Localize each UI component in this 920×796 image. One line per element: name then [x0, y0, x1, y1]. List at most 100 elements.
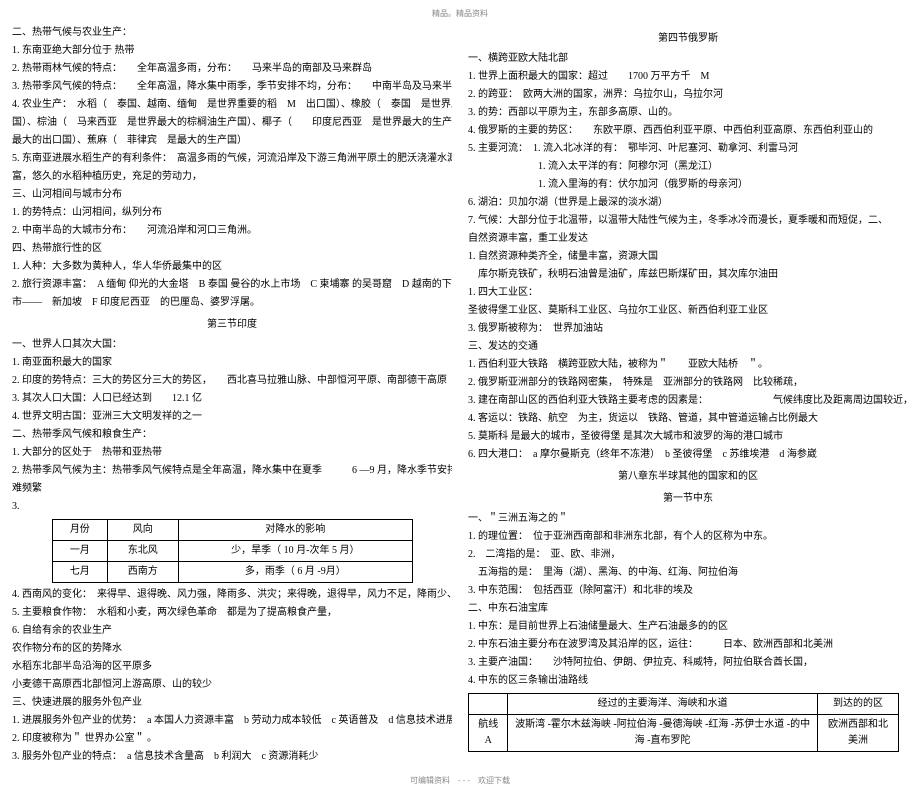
two-column-layout: 二、热带气候与农业生产： 1. 东南亚绝大部分位于 热带 2. 热带雨林气候的特… [12, 25, 908, 767]
section-title-india: 第三节印度 [12, 317, 452, 333]
body-text: 1. 西伯利亚大铁路 横跨亚欧大陆，被称为＂ 亚欧大陆桥 ＂。 [468, 357, 908, 373]
body-text: 1. 南亚面积最大的国家 [12, 355, 452, 371]
body-text: 农作物分布的区的势降水 [12, 641, 452, 657]
table-row: 航线 A 波斯湾 -霍尔木兹海峡 -阿拉伯海 -曼德海峡 -红海 -苏伊士水道 … [469, 714, 899, 751]
body-text: 1. 人种：大多数为黄种人，华人华侨最集中的区 [12, 259, 452, 275]
body-text: 4. 世界文明古国：亚洲三大文明发祥的之一 [12, 409, 452, 425]
section-title-russia: 第四节俄罗斯 [468, 31, 908, 47]
table-cell [469, 693, 508, 714]
body-text: 圣彼得堡工业区、莫斯科工业区、乌拉尔工业区、新西伯利亚工业区 [468, 303, 908, 319]
section-heading: 四、热带旅行性的区 [12, 241, 452, 257]
body-text: 1. 大部分的区处于 热带和亚热带 [12, 445, 452, 461]
body-text: 3. 中东范围： 包括西亚（除阿富汗）和北非的埃及 [468, 583, 908, 599]
body-text: 3. 主要产油国： 沙特阿拉伯、伊朗、伊拉克、科威特，阿拉伯联合酋长国， [468, 655, 908, 671]
right-column: 第四节俄罗斯 一、横跨亚欧大陆北部 1. 世界上面积最大的国家：超过 1700 … [468, 25, 908, 767]
table-cell: 对降水的影响 [178, 519, 412, 540]
body-text: 4. 西南风的变化： 来得早、退得晚、风力强，降雨多、洪灾；来得晚，退得早，风力… [12, 587, 452, 603]
body-text: 2. 中东石油主要分布在波罗湾及其沿岸的区，运往： 日本、欧洲西部和北美洲 [468, 637, 908, 653]
table-row: 七月 西南方 多，雨季（ 6 月 -9月） [53, 561, 413, 582]
body-text: 3. 建在南部山区的西伯利亚大铁路主要考虑的因素是： 气候纬度比及距离周边国较近… [468, 393, 908, 409]
body-text: 2. 俄罗斯亚洲部分的铁路网密集， 特殊是 亚洲部分的铁路网 比较稀疏， [468, 375, 908, 391]
body-text: 五海指的是： 里海（湖）、黑海、的中海、红海、阿拉伯海 [468, 565, 908, 581]
body-text: 1. 中东：是目前世界上石油储量最大、生产石油最多的的区 [468, 619, 908, 635]
body-text: 1. 流入太平洋的有：阿穆尔河（黑龙江） [468, 159, 908, 175]
body-text: 水稻东北部半岛沿海的区平原多 [12, 659, 452, 675]
body-text: 3. 俄罗斯被称为： 世界加油站 [468, 321, 908, 337]
body-text: 2. 印度的势特点：三大的势区分三大的势区， 西北喜马拉雅山脉、中部恒河平原、南… [12, 373, 452, 389]
table-cell: 欧洲西部和北美洲 [817, 714, 898, 751]
body-text: 6. 自给有余的农业生产 [12, 623, 452, 639]
body-text: 1. 自然资源种类齐全，储量丰富，资源大国 [468, 249, 908, 265]
body-text: 市—— 新加坡 F 印度尼西亚 的巴厘岛、婆罗浮屠。 [12, 295, 452, 311]
section-heading: 一、世界人口其次大国： [12, 337, 452, 353]
body-text: 4. 客运以：铁路、航空 为主，货运以 铁路、管道，其中管道运输占比例最大 [468, 411, 908, 427]
body-text: 1. 的理位置： 位于亚洲西南部和非洲东北部，有个人的区称为中东。 [468, 529, 908, 545]
table-cell: 少，旱季（ 10 月-次年 5 月） [178, 540, 412, 561]
left-column: 二、热带气候与农业生产： 1. 东南亚绝大部分位于 热带 2. 热带雨林气候的特… [12, 25, 452, 767]
table-cell: 东北风 [107, 540, 178, 561]
body-text: 自然资源丰富，重工业发达 [468, 231, 908, 247]
table-row: 一月 东北风 少，旱季（ 10 月-次年 5 月） [53, 540, 413, 561]
body-text: 3. 其次人口大国：人口已经达到 12.1 亿 [12, 391, 452, 407]
section-heading: 二、中东石油宝库 [468, 601, 908, 617]
body-text: 1. 的势特点：山河相间，纵列分布 [12, 205, 452, 221]
body-text: 4. 俄罗斯的主要的势区： 东欧平原、西西伯利亚平原、中西伯利亚高原、东西伯利亚… [468, 123, 908, 139]
table-cell: 七月 [53, 561, 108, 582]
body-text: 1. 进展服务外包产业的优势： a 本国人力资源丰富 b 劳动力成本较低 c 英… [12, 713, 452, 729]
body-text: 3. 的势：西部以平原为主，东部多高原、山的。 [468, 105, 908, 121]
monsoon-table: 月份 风向 对降水的影响 一月 东北风 少，旱季（ 10 月-次年 5 月） 七… [52, 519, 413, 583]
table-cell: 一月 [53, 540, 108, 561]
chapter-title: 第八章东半球其他的国家和的区 [468, 469, 908, 485]
body-text: 7. 气候：大部分位于北温带，以温带大陆性气候为主，冬季冰冷而漫长，夏季暖和而短… [468, 213, 908, 229]
body-text: 1. 世界上面积最大的国家：超过 1700 万平方千 M [468, 69, 908, 85]
body-text: 4. 农业生产： 水稻（ 泰国、越南、缅甸 是世界重要的稻 M 出口国）、橡胶（… [12, 97, 452, 113]
section-heading: 一、横跨亚欧大陆北部 [468, 51, 908, 67]
body-text: 5. 莫斯科 是最大的城市，圣彼得堡 是其次大城市和波罗的海的港口城市 [468, 429, 908, 445]
table-cell: 到达的的区 [817, 693, 898, 714]
table-cell: 波斯湾 -霍尔木兹海峡 -阿拉伯海 -曼德海峡 -红海 -苏伊士水道 -的中海 … [508, 714, 817, 751]
body-text: 6. 湖泊：贝加尔湖（世界是上最深的淡水湖） [468, 195, 908, 211]
body-text: 难频繁 [12, 481, 452, 497]
body-text: 1. 流入里海的有：伏尔加河（俄罗斯的母亲河） [468, 177, 908, 193]
section-title-mideast: 第一节中东 [468, 491, 908, 507]
table-cell: 月份 [53, 519, 108, 540]
body-text: 3. 热带季风气候的特点： 全年高温，降水集中雨季，季节安排不均，分布： 中南半… [12, 79, 452, 95]
body-text: 2. 中南半岛的大城市分布： 河流沿岸和河口三角洲。 [12, 223, 452, 239]
body-text: 2. 热带雨林气候的特点： 全年高温多雨，分布： 马来半岛的南部及马来群岛 [12, 61, 452, 77]
section-heading: 二、热带气候与农业生产： [12, 25, 452, 41]
oil-route-table: 经过的主要海洋、海峡和水道 到达的的区 航线 A 波斯湾 -霍尔木兹海峡 -阿拉… [468, 693, 899, 752]
section-heading: 一、＂三洲五海之的＂ [468, 511, 908, 527]
body-text: 小麦德干高原西北部恒河上游高原、山的较少 [12, 677, 452, 693]
body-text: 4. 中东的区三条输出油路线 [468, 673, 908, 689]
section-heading: 三、快速进展的服务外包产业 [12, 695, 452, 711]
body-text: 3. 服务外包产业的特点： a 信息技术含量高 b 利润大 c 资源消耗少 [12, 749, 452, 765]
body-text: 1. 四大工业区： [468, 285, 908, 301]
table-cell: 多，雨季（ 6 月 -9月） [178, 561, 412, 582]
body-text: 最大的出口国）、蕉麻（ 菲律宾 是最大的生产国） [12, 133, 452, 149]
body-text: 5. 东南亚进展水稻生产的有利条件： 高温多雨的气候，河流沿岸及下游三角洲平原土… [12, 151, 452, 167]
body-text: 6. 四大港口： a 摩尔曼斯克（终年不冻港） b 圣彼得堡 c 苏维埃港 d … [468, 447, 908, 463]
table-cell: 经过的主要海洋、海峡和水道 [508, 693, 817, 714]
body-text: 2. 二湾指的是： 亚、欧、非洲， [468, 547, 908, 563]
body-text: 5. 主要粮食作物： 水稻和小麦，两次绿色革命 都是为了提高粮食产量， [12, 605, 452, 621]
section-heading: 二、热带季风气候和粮食生产： [12, 427, 452, 443]
body-text: 富，悠久的水稻种植历史，充足的劳动力， [12, 169, 452, 185]
body-text: 2. 热带季风气候为主：热带季风气候特点是全年高温，降水集中在夏季 6 —9 月… [12, 463, 452, 479]
table-row: 经过的主要海洋、海峡和水道 到达的的区 [469, 693, 899, 714]
body-text: 5. 主要河流： 1. 流入北冰洋的有： 鄂毕河、叶尼塞河、勒拿河、利雷马河 [468, 141, 908, 157]
page-header-watermark: 精品。精品资料 [12, 8, 908, 21]
section-heading: 三、山河相间与城市分布 [12, 187, 452, 203]
section-heading: 三、发达的交通 [468, 339, 908, 355]
table-row: 月份 风向 对降水的影响 [53, 519, 413, 540]
body-text: 国）、棕油（ 马来西亚 是世界最大的棕榈油生产国）、椰子（ 印度尼西亚 是世界最… [12, 115, 452, 131]
body-text: 3. [12, 499, 452, 515]
table-cell: 风向 [107, 519, 178, 540]
body-text: 2. 旅行资源丰富： A 缅甸 仰光的大金塔 B 泰国 曼谷的水上市场 C 柬埔… [12, 277, 452, 293]
body-text: 库尔斯克铁矿，秋明石油曾是油矿，库兹巴斯煤矿田，其次库尔油田 [468, 267, 908, 283]
table-cell: 西南方 [107, 561, 178, 582]
table-cell: 航线 A [469, 714, 508, 751]
body-text: 2. 的跨亚： 欧两大洲的国家，洲界：乌拉尔山，乌拉尔河 [468, 87, 908, 103]
body-text: 1. 东南亚绝大部分位于 热带 [12, 43, 452, 59]
body-text: 2. 印度被称为＂ 世界办公室＂ 。 [12, 731, 452, 747]
page-footer-watermark: 可编辑资料 - - - 欢迎下载 [12, 775, 908, 788]
